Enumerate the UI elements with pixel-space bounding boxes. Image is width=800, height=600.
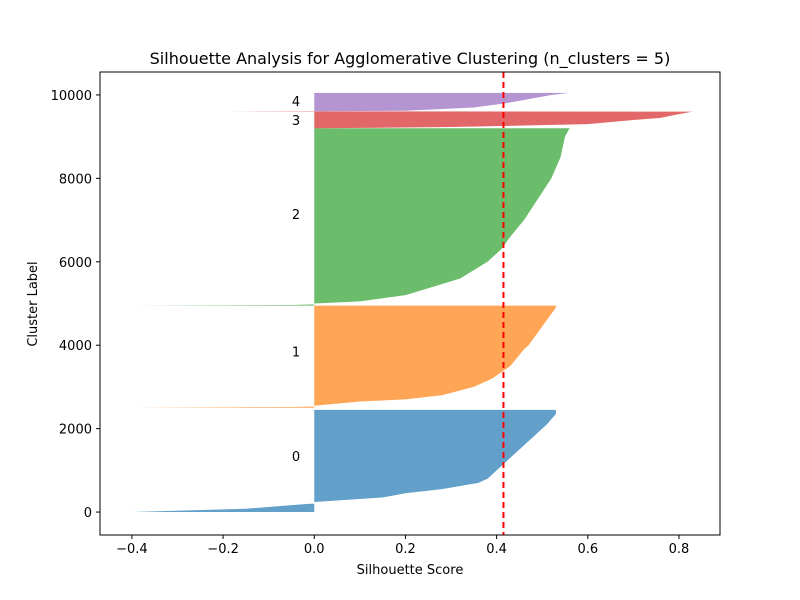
y-tick-label: 8000 (59, 172, 92, 187)
cluster-3-label: 3 (292, 114, 300, 129)
y-tick-label: 4000 (59, 339, 92, 354)
silhouette-clusters (131, 92, 693, 513)
y-tick-label: 6000 (59, 256, 92, 271)
cluster-2-area (131, 128, 570, 306)
y-tick-label: 2000 (59, 423, 92, 438)
x-tick-label: −0.4 (116, 542, 148, 557)
chart-title: Silhouette Analysis for Agglomerative Cl… (150, 49, 671, 69)
cluster-0-label: 0 (292, 450, 300, 465)
cluster-4-area (314, 92, 570, 112)
y-tick-label: 10000 (51, 89, 92, 104)
cluster-2-label: 2 (292, 208, 300, 223)
x-tick-label: 0.4 (486, 542, 507, 557)
cluster-4-label: 4 (292, 95, 300, 110)
cluster-labels: 0 1 2 3 4 (292, 95, 300, 465)
cluster-3-area (223, 111, 693, 129)
cluster-1-label: 1 (292, 345, 300, 360)
x-axis-label: Silhouette Score (357, 563, 464, 578)
y-axis-label: Cluster Label (26, 261, 41, 346)
x-tick-label: 0.2 (395, 542, 416, 557)
x-axis-ticks: −0.4 −0.2 0.0 0.2 0.4 0.6 0.8 (116, 535, 689, 557)
x-tick-label: 0.8 (669, 542, 690, 557)
cluster-0-area (131, 409, 556, 513)
plot-frame (99, 71, 721, 536)
x-tick-label: 0.6 (577, 542, 598, 557)
y-tick-label: 0 (84, 506, 92, 521)
x-tick-label: 0.0 (304, 542, 325, 557)
cluster-1-area (131, 305, 556, 408)
y-axis-ticks: 0 2000 4000 6000 8000 10000 (51, 89, 100, 521)
x-tick-label: −0.2 (207, 542, 239, 557)
